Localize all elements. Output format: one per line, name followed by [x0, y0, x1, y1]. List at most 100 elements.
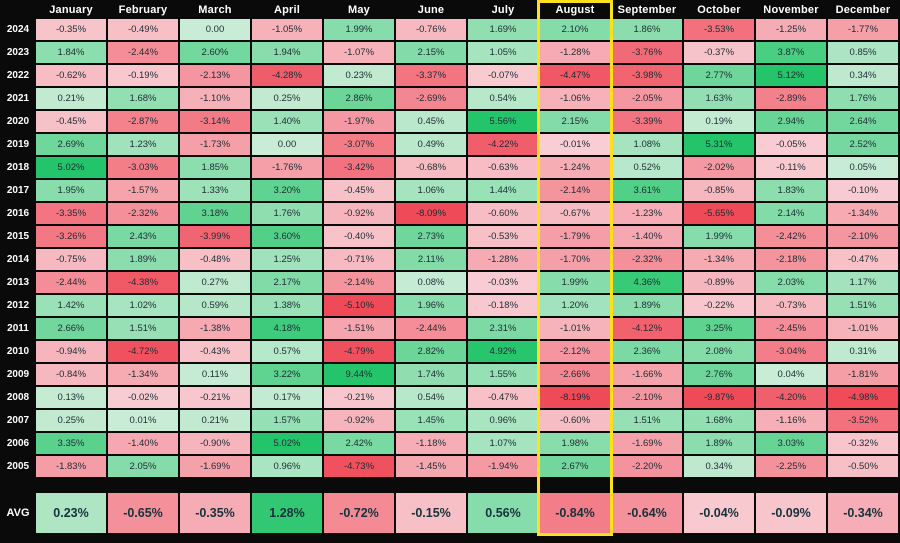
month-header[interactable]: May [348, 3, 370, 16]
return-cell: -3.39% [612, 111, 682, 132]
return-cell: 2.67% [540, 456, 610, 477]
return-cell: -1.28% [468, 249, 538, 270]
return-cell: 2.05% [108, 456, 178, 477]
return-cell: -8.19% [540, 387, 610, 408]
return-cell: -0.05% [756, 134, 826, 155]
return-cell: 2.64% [828, 111, 898, 132]
avg-cell: -0.84% [540, 493, 610, 533]
return-cell: -0.22% [684, 295, 754, 316]
return-cell: -0.47% [828, 249, 898, 270]
return-cell: -4.38% [108, 272, 178, 293]
return-cell: 2.77% [684, 65, 754, 86]
return-cell: 0.54% [468, 88, 538, 109]
return-cell: 1.68% [684, 410, 754, 431]
month-header[interactable]: March [198, 3, 232, 16]
return-cell: -4.98% [828, 387, 898, 408]
month-header[interactable]: June [417, 3, 445, 16]
return-cell: -4.20% [756, 387, 826, 408]
avg-cell: -0.72% [324, 493, 394, 533]
return-cell: -1.25% [756, 19, 826, 40]
return-cell: -3.26% [36, 226, 106, 247]
return-cell: -2.69% [396, 88, 466, 109]
return-cell: 1.23% [108, 134, 178, 155]
return-cell: -2.44% [36, 272, 106, 293]
return-cell: -0.63% [468, 157, 538, 178]
return-cell: -0.18% [468, 295, 538, 316]
return-cell: 1.38% [252, 295, 322, 316]
return-cell: -1.57% [108, 180, 178, 201]
return-cell: 1.57% [252, 410, 322, 431]
return-cell: -1.34% [108, 364, 178, 385]
return-cell: 9.44% [324, 364, 394, 385]
return-cell: 3.03% [756, 433, 826, 454]
return-cell: 1.06% [396, 180, 466, 201]
return-cell: -0.35% [36, 19, 106, 40]
return-cell: -1.66% [612, 364, 682, 385]
return-cell: 2.73% [396, 226, 466, 247]
return-cell: -0.71% [324, 249, 394, 270]
corner-cell [2, 2, 34, 17]
return-cell: 1.86% [612, 19, 682, 40]
month-header[interactable]: November [763, 3, 819, 16]
month-header[interactable]: December [835, 3, 891, 16]
return-cell: 1.76% [828, 88, 898, 109]
return-cell: -0.03% [468, 272, 538, 293]
avg-cell: -0.09% [756, 493, 826, 533]
return-cell: 1.02% [108, 295, 178, 316]
return-cell: 0.85% [828, 42, 898, 63]
return-cell: -0.21% [180, 387, 250, 408]
return-cell: 0.96% [252, 456, 322, 477]
return-cell: -5.65% [684, 203, 754, 224]
return-cell: -1.34% [684, 249, 754, 270]
return-cell: 0.17% [252, 387, 322, 408]
avg-cell: 0.23% [36, 493, 106, 533]
month-header[interactable]: April [273, 3, 301, 16]
year-label: 2005 [6, 461, 30, 472]
return-cell: 1.33% [180, 180, 250, 201]
return-cell: 5.02% [252, 433, 322, 454]
return-cell: 5.12% [756, 65, 826, 86]
year-label: 2010 [6, 346, 30, 357]
return-cell: -1.69% [180, 456, 250, 477]
avg-cell: -0.34% [828, 493, 898, 533]
return-cell: 1.42% [36, 295, 106, 316]
return-cell: -0.07% [468, 65, 538, 86]
return-cell: 0.57% [252, 341, 322, 362]
return-cell: -0.10% [828, 180, 898, 201]
avg-cell: -0.15% [396, 493, 466, 533]
return-cell: -0.85% [684, 180, 754, 201]
return-cell: 1.89% [684, 433, 754, 454]
return-cell: -3.42% [324, 157, 394, 178]
return-cell: -0.11% [756, 157, 826, 178]
return-cell: 0.52% [612, 157, 682, 178]
return-cell: 3.87% [756, 42, 826, 63]
month-header[interactable]: January [49, 3, 93, 16]
month-header[interactable]: July [491, 3, 515, 16]
return-cell: 1.76% [252, 203, 322, 224]
month-header[interactable]: February [118, 3, 168, 16]
return-cell: -1.79% [540, 226, 610, 247]
return-cell: 2.66% [36, 318, 106, 339]
return-cell: -2.25% [756, 456, 826, 477]
return-cell: -0.73% [756, 295, 826, 316]
return-cell: -2.02% [684, 157, 754, 178]
return-cell: -1.81% [828, 364, 898, 385]
return-cell: -2.44% [108, 42, 178, 63]
return-cell: 2.52% [828, 134, 898, 155]
return-cell: -0.43% [180, 341, 250, 362]
return-cell: 0.25% [252, 88, 322, 109]
return-cell: 0.25% [36, 410, 106, 431]
return-cell: -0.53% [468, 226, 538, 247]
return-cell: 3.22% [252, 364, 322, 385]
return-cell: 0.04% [756, 364, 826, 385]
year-label: 2020 [6, 116, 30, 127]
month-header[interactable]: October [697, 3, 741, 16]
return-cell: 2.15% [396, 42, 466, 63]
return-cell: 2.10% [540, 19, 610, 40]
return-cell: 1.98% [540, 433, 610, 454]
return-cell: 1.95% [36, 180, 106, 201]
month-header[interactable]: September [617, 3, 677, 16]
month-header[interactable]: August [555, 3, 595, 16]
return-cell: 0.00 [180, 19, 250, 40]
